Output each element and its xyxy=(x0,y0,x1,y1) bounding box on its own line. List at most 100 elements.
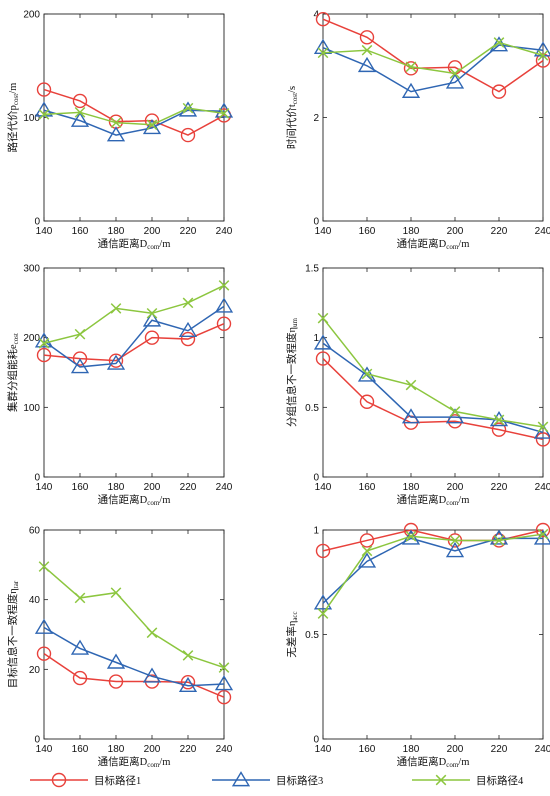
series-line xyxy=(322,533,544,615)
data-point xyxy=(36,82,52,97)
x-tick-label: 180 xyxy=(108,482,125,493)
data-point xyxy=(449,406,461,417)
data-point xyxy=(405,530,417,542)
data-point xyxy=(315,11,331,27)
y-tick-label: 300 xyxy=(23,264,40,275)
data-point xyxy=(180,127,196,143)
x-tick-label: 220 xyxy=(180,482,197,493)
x-tick-label: 240 xyxy=(535,744,550,755)
data-point xyxy=(38,337,50,349)
y-axis-label: 路径代价pcost​/m xyxy=(6,83,20,153)
chart-panel-2: 140 160 180 200 220 240 0 2 4 通信距离Dcom​/m 时间代价tcos… xyxy=(285,10,550,251)
data-point xyxy=(106,354,126,370)
x-tick-label: 240 xyxy=(535,226,550,237)
x-tick-label: 140 xyxy=(315,482,332,493)
y-tick-label: 2 xyxy=(313,113,319,124)
data-point xyxy=(142,667,162,683)
data-point xyxy=(178,676,198,693)
y-tick-label: 20 xyxy=(29,665,41,676)
series-line xyxy=(43,566,225,669)
series-line xyxy=(43,284,225,344)
y-tick-label: 1 xyxy=(313,333,319,344)
x-tick-label: 200 xyxy=(144,744,161,755)
series-line xyxy=(43,653,225,698)
data-point xyxy=(313,334,333,350)
data-point xyxy=(449,68,461,79)
data-point xyxy=(74,106,86,118)
x-tick-label: 240 xyxy=(216,482,233,493)
y-tick-label: 0.5 xyxy=(305,403,319,414)
data-point xyxy=(361,545,373,557)
series-line xyxy=(43,109,225,136)
x-tick-label: 160 xyxy=(72,744,89,755)
y-tick-label: 1 xyxy=(313,526,319,537)
x-tick-label: 240 xyxy=(535,482,550,493)
y-tick-label: 100 xyxy=(23,113,40,124)
data-point xyxy=(357,56,377,73)
y-tick-label: 1.5 xyxy=(305,264,319,275)
legend-label: 目标路径4 xyxy=(476,774,524,787)
data-point xyxy=(74,592,86,604)
data-point xyxy=(182,102,194,114)
series-line xyxy=(43,626,225,687)
data-point xyxy=(72,670,88,686)
x-axis-label: 通信距离Dcom​/m xyxy=(98,493,171,507)
data-point xyxy=(36,646,52,661)
chart-panel-1: 1401601802002202400100200通信距离Dcom​/m路径代价… xyxy=(6,10,234,251)
data-point xyxy=(491,84,507,99)
data-point xyxy=(361,368,373,380)
data-point xyxy=(315,543,331,559)
legend-item: 目标路径1 xyxy=(30,772,141,788)
x-tick-label: 140 xyxy=(36,744,53,755)
data-point xyxy=(106,126,126,142)
x-axis-label: 通信距离Dcom​/m xyxy=(397,493,470,507)
x-axis-label: 通信距离Dcom​/m xyxy=(397,237,470,251)
data-point xyxy=(106,653,126,669)
data-point xyxy=(110,117,122,129)
plot-frame xyxy=(322,267,544,478)
x-tick-label: 180 xyxy=(108,744,125,755)
data-point xyxy=(218,280,230,291)
x-tick-label: 220 xyxy=(491,226,508,237)
series-line xyxy=(322,41,544,75)
legend-label: 目标路径3 xyxy=(276,774,323,787)
data-point xyxy=(405,379,417,391)
series-line xyxy=(322,358,544,441)
y-tick-label: 4 xyxy=(313,10,319,21)
chart-panel-3: 140 160 180 200 220 240 0 100 200 300 通信距离Dcom​/m 集… xyxy=(6,264,234,507)
x-tick-label: 140 xyxy=(315,226,332,237)
data-point xyxy=(359,394,375,409)
x-axis-label: 通信距离Dcom​/m xyxy=(397,755,470,769)
y-axis-label: 集群分组能耗ecost​ xyxy=(6,333,20,412)
x-tick-label: 240 xyxy=(216,226,233,237)
data-point xyxy=(180,675,196,690)
data-point xyxy=(108,674,124,689)
x-tick-label: 220 xyxy=(491,482,508,493)
x-tick-label: 200 xyxy=(144,482,161,493)
series-line xyxy=(43,305,225,368)
series-line xyxy=(322,18,544,93)
data-point xyxy=(445,542,465,558)
data-point xyxy=(142,311,162,327)
data-point xyxy=(70,358,90,374)
x-tick-label: 160 xyxy=(72,226,89,237)
y-tick-label: 0.5 xyxy=(305,630,319,641)
x-tick-label: 220 xyxy=(180,226,197,237)
y-axis-label: 无差率ηacc​ xyxy=(285,611,299,657)
plot-frame xyxy=(43,529,225,740)
y-tick-label: 0 xyxy=(313,473,319,484)
data-point xyxy=(216,316,232,331)
x-tick-label: 200 xyxy=(144,226,161,237)
data-point xyxy=(142,118,162,135)
data-point xyxy=(493,37,505,48)
data-point xyxy=(178,321,198,338)
data-point xyxy=(72,351,88,366)
chart-panel-5: 140 160 180 200 220 240 0 20 40 60 通信距离Dcom​/m 目标信息… xyxy=(6,526,234,769)
data-point xyxy=(36,347,52,363)
data-point xyxy=(38,109,50,120)
data-point xyxy=(74,328,86,340)
data-point xyxy=(317,47,329,59)
data-point xyxy=(537,421,549,433)
data-point xyxy=(38,561,50,572)
